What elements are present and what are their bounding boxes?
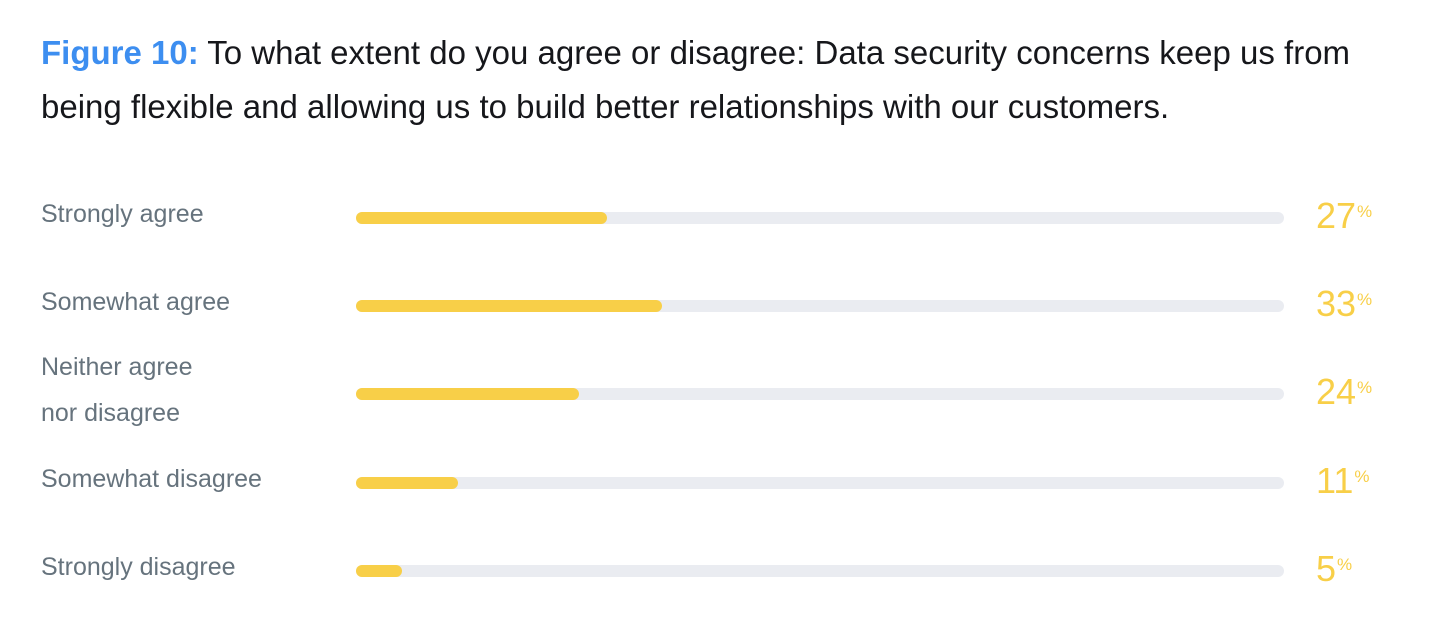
value-label: 5% — [1316, 549, 1352, 589]
value-label: 24% — [1316, 372, 1372, 412]
value-label: 11% — [1316, 461, 1370, 501]
percent-sign: % — [1357, 290, 1373, 309]
category-label-line: Somewhat disagree — [41, 465, 262, 493]
bar-fill — [356, 388, 579, 400]
category-label-line: Neither agree — [41, 353, 193, 381]
category-label-line: Strongly disagree — [41, 553, 236, 581]
percent-sign: % — [1354, 467, 1370, 486]
category-label: Somewhat agree — [41, 279, 230, 325]
category-label: Neither agree nor disagree — [41, 344, 192, 436]
percent-sign: % — [1337, 555, 1353, 574]
category-label: Strongly disagree — [41, 544, 236, 590]
bar-track — [356, 212, 1284, 224]
bar-track — [356, 477, 1284, 489]
title-text: To what extent do you agree or disagree:… — [41, 34, 1351, 125]
percent-sign: % — [1357, 378, 1373, 397]
bar-fill — [356, 212, 607, 224]
category-label: Somewhat disagree — [41, 456, 262, 502]
chart-title: Figure 10: To what extent do you agree o… — [41, 26, 1421, 134]
value-number: 11 — [1316, 460, 1354, 501]
value-number: 24 — [1316, 371, 1357, 412]
value-label: 27% — [1316, 196, 1372, 236]
category-label: Strongly agree — [41, 191, 204, 237]
value-number: 33 — [1316, 283, 1357, 324]
bar-track — [356, 300, 1284, 312]
percent-sign: % — [1357, 202, 1373, 221]
bar-fill — [356, 477, 458, 489]
figure-label: Figure 10: — [41, 34, 199, 71]
category-label-line: Strongly agree — [41, 200, 204, 228]
value-label: 33% — [1316, 284, 1372, 324]
bar-track — [356, 565, 1284, 577]
bar-fill — [356, 300, 662, 312]
bar-track — [356, 388, 1284, 400]
value-number: 27 — [1316, 195, 1357, 236]
value-number: 5 — [1316, 548, 1337, 589]
category-label-line: Somewhat agree — [41, 288, 231, 316]
bar-fill — [356, 565, 402, 577]
category-label-line: nor disagree — [41, 399, 180, 427]
